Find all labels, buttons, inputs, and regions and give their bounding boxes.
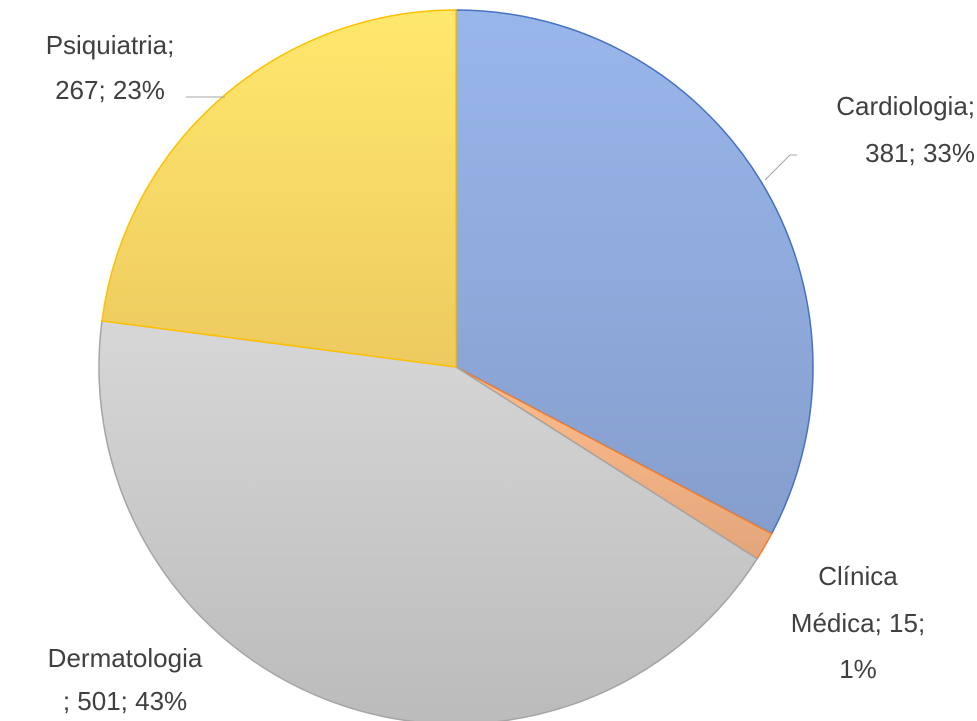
data-label: 1% (839, 654, 877, 684)
data-label: Cardiologia; (836, 91, 975, 121)
data-label: Psiquiatria; (46, 30, 175, 60)
data-label: 267; 23% (55, 75, 165, 105)
pie-slice (101, 9, 457, 368)
data-label: 381; 33% (865, 138, 975, 168)
data-label: Clínica (818, 561, 898, 591)
pie-slice (455, 9, 814, 535)
data-label: Dermatologia (48, 643, 203, 673)
data-label: Médica; 15; (791, 608, 925, 638)
pie-slice (98, 320, 759, 721)
data-label: ; 501; 43% (63, 686, 187, 716)
leader-line (764, 154, 797, 181)
